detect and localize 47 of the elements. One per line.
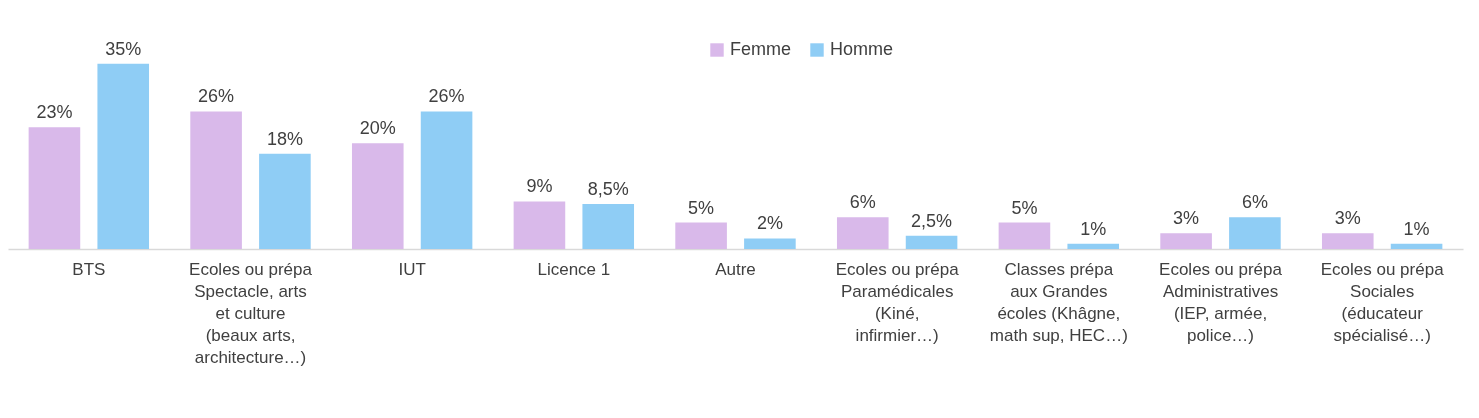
x-tick-label: Ecoles ou prépa Spectacle, arts et culture (beaux arts, architecture…) [189,259,313,367]
data-label: 2% [756,213,783,234]
x-tick-label: Ecoles ou prépa Administratives (IEP, armée, police…) [1159,259,1283,345]
x-tick-label: Classes prépa aux Grandes écoles (Khâgne, math sup, HEC…) [989,259,1128,345]
bar [1160,233,1212,249]
data-label: 5% [688,197,715,218]
bar [259,153,311,249]
data-label: 6% [849,192,876,213]
bar [836,217,889,249]
data-label: 3% [1173,208,1200,229]
bar [420,111,473,249]
x-tick-label: IUT [398,259,426,279]
bar [998,222,1051,249]
bar [1067,243,1120,249]
bar [675,222,727,249]
bar [1229,217,1281,249]
data-label: 1% [1080,218,1107,239]
bar [905,235,958,249]
legend-label: Homme [830,39,894,59]
x-tick-label: Autre [715,259,756,279]
bar [513,201,566,249]
bar [190,111,242,249]
data-label: 23% [36,102,73,123]
x-tick-label: Licence 1 [537,259,611,279]
bar [744,238,796,249]
data-label: 35% [105,38,142,59]
x-tick-label: BTS [72,259,106,279]
x-tick-label: Ecoles ou prépa Paramédicales (Kiné, infirmier…) [835,259,960,345]
bar [351,143,404,249]
data-label: 26% [198,86,235,107]
data-label: 18% [266,128,303,149]
data-label: 26% [428,86,465,107]
data-label: 1% [1403,218,1430,239]
data-label: 6% [1241,192,1268,213]
data-label: 20% [359,118,396,139]
data-label: 3% [1334,208,1361,229]
legend-label: Femme [730,39,792,59]
bar [1390,243,1443,249]
bar [1321,233,1374,249]
data-label: 2,5% [911,210,953,231]
bar [28,127,81,249]
data-label: 9% [526,176,553,197]
x-tick-label: Ecoles ou prépa Sociales (éducateur spécialisé…) [1320,259,1445,345]
bar [582,204,635,249]
data-label: 8,5% [587,179,629,200]
bar [97,63,150,249]
data-label: 5% [1011,197,1038,218]
